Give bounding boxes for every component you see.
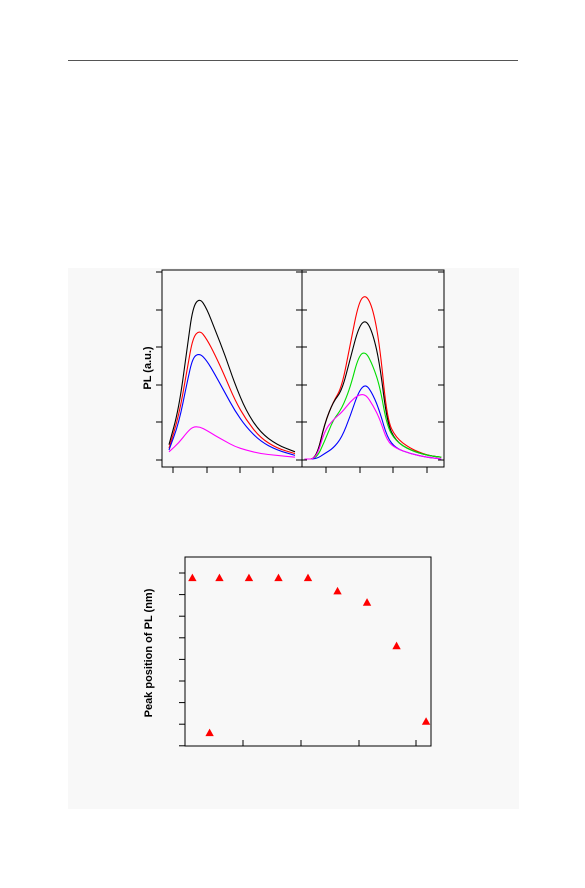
peak-point-10 <box>421 717 431 725</box>
peak-point-6 <box>303 573 313 582</box>
pl-series-line-p2-5 <box>304 394 442 460</box>
peak-point-4 <box>244 573 254 582</box>
peak-position-y-axis-label: Peak position of PL (nm) <box>143 588 155 717</box>
plot-frame <box>161 269 445 468</box>
peak-point-2 <box>205 728 214 737</box>
peak-point-1 <box>188 573 197 582</box>
peak-point-3 <box>215 573 224 582</box>
peak-point-8 <box>362 598 372 606</box>
pl-series-line-p1-3 <box>168 354 296 456</box>
peak-point-7 <box>333 586 342 595</box>
peak-point-5 <box>274 573 283 582</box>
page-header-rule <box>68 60 518 61</box>
pl-series-line-p1-1 <box>168 299 296 453</box>
pl-series-line-p1-4 <box>168 426 296 458</box>
pl-y-axis-label: PL (a.u.) <box>142 346 154 390</box>
pl-series-line-p1-2 <box>168 331 296 455</box>
pl-series-line-p2-3 <box>304 352 442 460</box>
peak-point-9 <box>392 641 401 650</box>
plot-frame <box>184 556 432 747</box>
